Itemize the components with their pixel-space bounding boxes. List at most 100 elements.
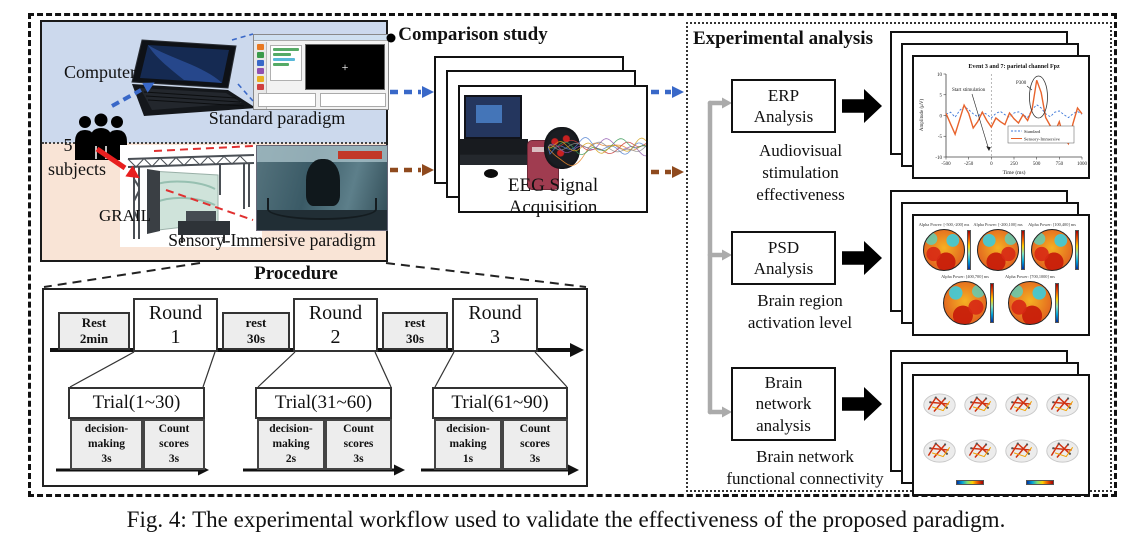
tool-icon [256, 60, 264, 66]
topomap-3 [1031, 229, 1073, 271]
photo-person-silhouette [306, 159, 341, 207]
tree-item [273, 48, 299, 51]
amplifier-label-strip [532, 147, 554, 152]
tool-icon [256, 68, 264, 74]
brain-graph [923, 393, 956, 417]
brain-network-grid [920, 382, 1082, 474]
svg-text:0: 0 [940, 114, 943, 119]
subjects-label: subjects [48, 159, 106, 179]
svg-text:Standard: Standard [1024, 129, 1041, 134]
eeg-card-label: EEG Signal Acquisition [507, 175, 599, 218]
photo-rig [267, 198, 377, 220]
tool-icon [256, 52, 264, 58]
figure-caption: Fig. 4: The experimental workflow used t… [126, 507, 1006, 532]
svg-text:P300: P300 [1016, 81, 1027, 86]
fixation-cross: + [341, 60, 349, 74]
network-result-front [912, 374, 1090, 496]
brain-graph [964, 393, 997, 417]
subjects-count: 5 [63, 135, 73, 155]
analysis-title: Experimental analysis [693, 28, 873, 49]
erp-analysis-desc: Audiovisual stimulation effectiveness [756, 140, 845, 205]
trial-2-header: Trial(31~60) [255, 387, 392, 419]
svg-text:Alpha Power: [-500,-200] ms: Alpha Power: [-500,-200] ms [919, 222, 970, 228]
setup-panel: Computer [40, 20, 389, 262]
software-titlebar [254, 35, 388, 41]
analysis-panel [686, 22, 1112, 492]
trial-3-decision: decision- making 1s [434, 419, 502, 470]
trial-1-count: Count scores 3s [143, 419, 205, 470]
timeline-rest-30s: rest 30s [222, 312, 290, 350]
immersive-photo [256, 145, 388, 231]
svg-text:Alpha Power: [400,700] ms: Alpha Power: [400,700] ms [941, 274, 989, 280]
eeg-traces [548, 137, 646, 166]
computer-label: Computer [64, 62, 136, 82]
paradigm-divider [42, 142, 386, 144]
software-log-panel [320, 93, 386, 107]
laptop-image [131, 39, 256, 116]
svg-text:5: 5 [940, 94, 943, 99]
eeg-card-front: EEG Signal Acquisition [458, 85, 648, 218]
svg-text:-5: -5 [938, 135, 943, 140]
brain-graph [1046, 393, 1079, 417]
network-analysis-desc: Brain network functional connectivity [726, 446, 884, 488]
trial-1-header: Trial(1~30) [68, 387, 205, 419]
brain-graph [1005, 439, 1038, 463]
software-toolbar [254, 42, 267, 109]
timeline-rest-2min: Rest 2min [58, 312, 130, 350]
svg-text:Alpha Power: [-200,100] ms: Alpha Power: [-200,100] ms [973, 222, 1022, 228]
svg-text:0: 0 [990, 162, 993, 167]
timeline-round-3: Round 3 [452, 298, 538, 352]
colorbar [967, 230, 971, 270]
topomap-titles: Alpha Power: [-500,-200] ms Alpha Power: … [919, 222, 1076, 280]
immersive-paradigm-label: Sensory-Immersive paradigm [168, 230, 376, 250]
svg-text:10: 10 [937, 73, 943, 78]
timeline-round-2: Round 2 [293, 298, 378, 352]
trial-3-header: Trial(61~90) [432, 387, 568, 419]
brain-graph [923, 439, 956, 463]
photo-banner [337, 151, 382, 159]
colorbar [1075, 230, 1079, 270]
topomap-5 [1008, 281, 1052, 325]
trial-3-count: Count scores 3s [502, 419, 568, 470]
svg-text:-10: -10 [935, 156, 942, 161]
acquisition-laptop-icon [464, 95, 522, 139]
trial-2-count: Count scores 3s [325, 419, 392, 470]
svg-text:-500: -500 [941, 162, 951, 167]
svg-text:Sensory-Immersive: Sensory-Immersive [1024, 137, 1060, 142]
svg-text:750: 750 [1056, 162, 1064, 167]
mouse-icon [484, 169, 498, 178]
svg-text:Event 3 and 7: parietal channe: Event 3 and 7: parietal channel Fpz [968, 64, 1060, 70]
timeline-rest-30s: rest 30s [382, 312, 448, 350]
network-analysis-box: Brain network analysis [731, 367, 836, 441]
psd-analysis-desc: Brain region activation level [747, 290, 853, 332]
trial-1-decision: decision- making 3s [70, 419, 143, 470]
tree-item [273, 53, 292, 56]
tool-icon [256, 44, 264, 50]
tree-item [273, 63, 289, 66]
erp-plot: -500 -250 0 250 500 750 1000 10 5 0 -5 -… [920, 64, 1088, 176]
stimulus-screen: + [305, 44, 385, 90]
svg-text:Time (ms): Time (ms) [1003, 169, 1026, 176]
colorbar [1021, 230, 1025, 270]
grail-label: GRAIL [99, 206, 151, 225]
psd-analysis-box: PSD Analysis [731, 231, 836, 285]
topomap-1 [923, 229, 965, 271]
erp-result-front: -500 -250 0 250 500 750 1000 10 5 0 -5 -… [912, 55, 1090, 179]
stimulus-software-window: + [253, 34, 389, 110]
tool-icon [256, 84, 264, 90]
colorbar [956, 480, 984, 485]
colorbar [1055, 283, 1059, 323]
laptop-screen-glow [476, 105, 502, 123]
svg-text:Amplitude (μV): Amplitude (μV) [920, 99, 925, 132]
brain-graph [1005, 393, 1038, 417]
brain-graph [964, 439, 997, 463]
svg-text:500: 500 [1033, 162, 1041, 167]
laptop-keyboard [460, 139, 528, 165]
tree-item [273, 58, 296, 61]
svg-text:-250: -250 [964, 162, 974, 167]
software-log-panel [258, 93, 316, 107]
procedure-title: Procedure [254, 263, 338, 284]
svg-text:Start stimulation: Start stimulation [952, 88, 986, 93]
comparison-title: Comparison study [398, 24, 548, 45]
